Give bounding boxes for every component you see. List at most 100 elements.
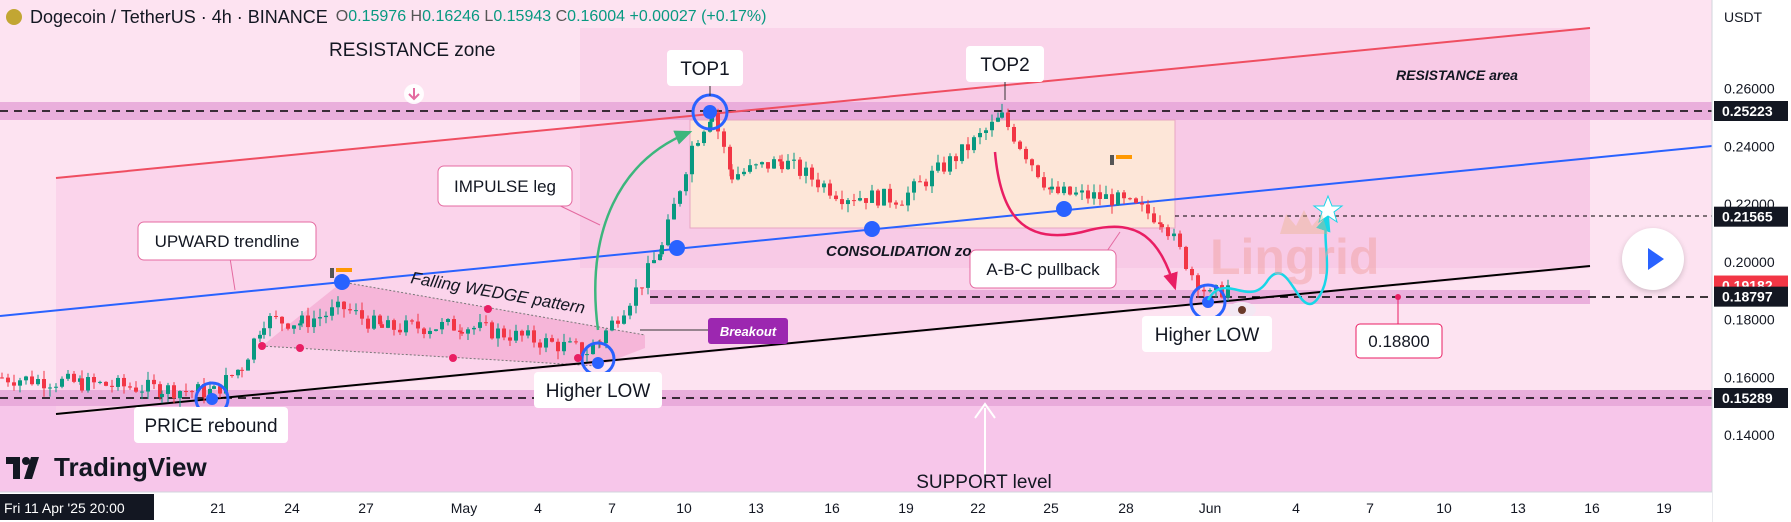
- play-button[interactable]: [1622, 228, 1684, 290]
- candle-body: [858, 198, 862, 201]
- currency-label: USDT: [1724, 9, 1763, 25]
- candle-body: [622, 315, 626, 324]
- eye-icon: [1228, 302, 1256, 318]
- y-tick-label: 0.20000: [1724, 254, 1775, 270]
- price-label: 0.25223: [1722, 103, 1773, 119]
- price-rebound-box: [134, 407, 288, 443]
- price-label: 0.21565: [1722, 209, 1773, 225]
- higher-low-dot-1: [592, 357, 604, 369]
- candle-body: [696, 143, 700, 146]
- wedge-upper: [341, 281, 646, 336]
- higher-low-dot-2: [1202, 296, 1214, 308]
- candle-body: [628, 305, 632, 316]
- wedge-lower: [261, 345, 599, 367]
- candle-body: [318, 317, 322, 319]
- candle-body: [646, 263, 650, 288]
- candle-body: [496, 328, 500, 339]
- candle-body: [1178, 233, 1182, 247]
- candle-body: [562, 341, 566, 352]
- candle-body: [960, 144, 964, 162]
- symbol-title[interactable]: Dogecoin / TetherUS · 4h · BINANCE: [30, 6, 328, 27]
- candle-body: [666, 219, 670, 246]
- candle-body: [1086, 190, 1090, 199]
- candle-body: [1080, 190, 1084, 193]
- candle-body: [258, 334, 262, 339]
- candle-body: [538, 342, 542, 348]
- candle-body: [966, 144, 970, 151]
- higher-low-box-1: [534, 372, 662, 408]
- candle-body: [196, 384, 200, 392]
- candle-body: [54, 386, 58, 388]
- candle-body: [398, 329, 402, 333]
- candle-body: [906, 192, 910, 206]
- candle-body: [640, 287, 644, 289]
- x-tick-current-box: [0, 494, 154, 520]
- candle-body: [312, 318, 316, 328]
- candle-body: [930, 170, 934, 187]
- candle-body: [1068, 186, 1072, 195]
- y-tick-label: 0.14000: [1724, 427, 1775, 443]
- candle-body: [378, 315, 382, 325]
- candle-body: [1056, 186, 1060, 194]
- candle-body: [212, 386, 216, 389]
- candle-body: [978, 132, 982, 138]
- candle-body: [134, 387, 138, 392]
- candle-body: [792, 159, 796, 161]
- candle-body: [754, 164, 758, 166]
- higher-low-label-2: Higher LOW: [1155, 325, 1260, 346]
- x-tick-label: 16: [1584, 500, 1600, 516]
- candle-body: [466, 329, 470, 334]
- candle-body: [924, 181, 928, 187]
- low-value: 0.15943: [493, 8, 552, 25]
- watermark-text: Lingrid: [1210, 229, 1379, 285]
- candle-body: [12, 382, 16, 386]
- candle-body: [1012, 126, 1016, 142]
- y-ticks-group: 0.260000.240000.220000.200000.180000.160…: [1724, 81, 1775, 444]
- chart-header: Dogecoin / TetherUS · 4h · BINANCE O0.15…: [0, 0, 766, 34]
- candle-body: [366, 318, 370, 329]
- candle-body: [1006, 112, 1010, 127]
- candle-body: [894, 202, 898, 205]
- candle-body: [846, 200, 850, 205]
- price-label: 0.15289: [1722, 390, 1773, 406]
- top2-box: [966, 46, 1044, 82]
- higher-low-label-1: Higher LOW: [546, 381, 651, 402]
- candle-body: [172, 385, 176, 399]
- candle-body: [330, 307, 334, 316]
- candle-body: [36, 379, 40, 385]
- candle-body: [422, 328, 426, 335]
- candle-body: [268, 315, 272, 329]
- candle-body: [460, 331, 464, 334]
- candle-body: [298, 323, 302, 326]
- logo-text: TradingView: [54, 452, 207, 482]
- candle-body: [722, 131, 726, 147]
- candle-body: [760, 162, 764, 165]
- candle-body: [428, 330, 432, 335]
- impulse-box: [437, 165, 573, 207]
- candle-body: [86, 377, 90, 391]
- candle-body: [1208, 290, 1212, 292]
- target-star: [1312, 194, 1344, 224]
- candle-body: [1196, 275, 1200, 290]
- candle-body: [342, 301, 346, 310]
- candle-body: [822, 183, 826, 188]
- x-tick-label: 24: [284, 500, 300, 516]
- candle-body: [240, 369, 244, 371]
- candle-body: [918, 181, 922, 183]
- level-0188-dot: [1395, 294, 1401, 300]
- candle-body: [218, 386, 222, 394]
- open-value: 0.15976: [348, 8, 407, 25]
- candle-body: [208, 388, 212, 398]
- time-axis: [0, 492, 1712, 522]
- candle-body: [544, 338, 548, 348]
- candle-body: [1172, 233, 1176, 237]
- watermark-crown-icon: [1280, 210, 1328, 234]
- candle-body: [1122, 192, 1126, 199]
- support-trendline: [55, 265, 1591, 415]
- candle-body: [876, 190, 880, 206]
- top1-box: [667, 50, 743, 86]
- candle-body: [348, 309, 352, 311]
- candle-body: [984, 130, 988, 133]
- candle-body: [1036, 165, 1040, 178]
